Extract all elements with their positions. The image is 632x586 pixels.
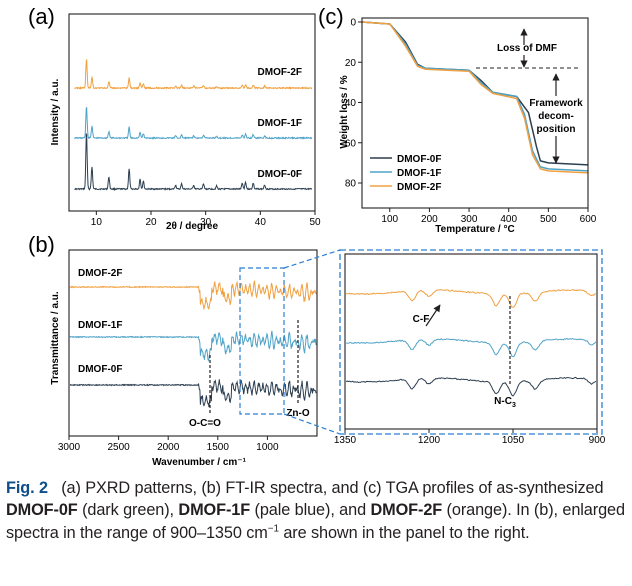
panel-c-ylabel: Weight loss / % (339, 75, 350, 148)
pxrd-x-tick-label: 20 (145, 217, 157, 228)
caption-fig-label: Fig. 2 (6, 479, 48, 497)
panel-a: (a) Intensity / a.u. 2θ / degree 10 20 30 4… (28, 4, 321, 232)
tga-line-dmof-0f (361, 21, 589, 166)
panel-b-axes-frame (68, 249, 318, 437)
ftir-x-tick-label: 1000 (256, 442, 279, 453)
panel-a-series (74, 58, 313, 191)
panel-b-zoom-connector-bottom (283, 413, 341, 435)
panel-c-axes-frame (361, 17, 589, 209)
ftir-line-dmof-1f (69, 330, 317, 362)
legend-label-dmof-2f: DMOF-2F (397, 182, 441, 193)
inset-x-tick-label: 1350 (334, 435, 357, 446)
ftir-line-dmof-2f (69, 280, 317, 311)
panel-c: (c) Weight loss / % Temperature / °C 100… (318, 4, 597, 235)
tga-y-tick-label: 20 (345, 58, 357, 69)
pxrd-x-tick-label: 30 (200, 217, 212, 228)
panel-b-label: (b) (28, 232, 55, 257)
panel-b-label-dmof-1f: DMOF-1F (78, 320, 122, 331)
inset-x-tick-label: 900 (589, 435, 606, 446)
caption-sup: −1 (267, 523, 279, 535)
legend-label-dmof-0f: DMOF-0F (397, 154, 441, 165)
tga-y-tick-label: 80 (345, 179, 357, 190)
figure: (a) Intensity / a.u. 2θ / degree 10 20 30 4… (28, 4, 606, 468)
panel-c-loss-dmf: Loss of DMF (497, 43, 557, 54)
ftir-x-tick-label: 2500 (107, 442, 130, 453)
panel-b-xlabel: Wavenumber / cm⁻¹ (152, 457, 246, 468)
inset-line-dmof-0f (345, 376, 597, 397)
tga-line-dmof-2f (361, 21, 589, 174)
legend-label-dmof-1f: DMOF-1F (397, 168, 441, 179)
panel-b: (b) Transmittance / a.u. Wavenumber / cm… (28, 232, 606, 468)
figure-caption: Fig. 2 (a) PXRD patterns, (b) FT-IR spec… (6, 477, 628, 544)
panel-c-xlabel: Temperature / °C (435, 224, 514, 235)
panel-b-label-cf: C-F (413, 314, 430, 325)
panel-b-series (69, 280, 317, 408)
panel-a-xlabel: 2θ / degree (166, 221, 219, 232)
tga-x-tick-label: 300 (461, 214, 478, 225)
caption-name-dmof-0f: DMOF-0F (6, 501, 78, 520)
caption-text-5: are shown in the panel to the right. (278, 523, 530, 542)
tga-y-tick-label: 0 (350, 18, 356, 29)
ftir-x-tick-label: 1500 (207, 442, 230, 453)
tga-line-dmof-1f (361, 21, 589, 172)
inset-line-dmof-1f (346, 337, 597, 358)
panel-a-label: (a) (28, 4, 55, 29)
tga-y-tick-label: 40 (345, 98, 357, 109)
panel-b-label-ocdo: O-C=O (189, 418, 221, 429)
caption-name-dmof-1f: DMOF-1F (178, 501, 251, 520)
tga-x-tick-label: 500 (540, 214, 557, 225)
pxrd-x-tick-label: 40 (255, 217, 267, 228)
tga-y-tick-label: 60 (345, 138, 357, 149)
inset-x-tick-label: 1050 (502, 435, 525, 446)
panel-a-axes-frame (68, 13, 316, 212)
panel-c-legend: DMOF-0F DMOF-1F DMOF-2F (370, 154, 441, 193)
pxrd-x-tick-label: 10 (91, 217, 103, 228)
tga-x-tick-label: 400 (500, 214, 517, 225)
ftir-line-dmof-0f (69, 379, 317, 408)
panel-b-inset-series (345, 289, 597, 397)
pxrd-x-tick-label: 50 (309, 217, 321, 228)
pxrd-line-dmof-1f (74, 107, 313, 140)
panel-c-framework-line1: Framework (529, 98, 583, 109)
panel-a-ylabel: Intensity / a.u. (50, 78, 61, 145)
ftir-x-tick-label: 2000 (157, 442, 180, 453)
panel-a-label-dmof-2f: DMOF-2F (258, 67, 302, 78)
panel-b-x-ticks: 3000 2500 2000 1500 1000 (58, 436, 279, 453)
panel-c-label: (c) (318, 4, 344, 29)
caption-text-3: (pale blue), and (250, 501, 371, 520)
caption-name-dmof-2f: DMOF-2F (370, 501, 443, 520)
panel-b-inset-outer (339, 249, 603, 435)
panel-c-framework-line3: position (537, 124, 576, 135)
pxrd-line-dmof-2f (74, 58, 313, 90)
panel-a-label-dmof-1f: DMOF-1F (258, 118, 302, 129)
caption-text-2: (dark green), (77, 501, 179, 520)
panel-a-label-dmof-0f: DMOF-0F (258, 169, 302, 180)
inset-x-tick-label: 1200 (418, 435, 441, 446)
panel-b-label-dmof-2f: DMOF-2F (78, 268, 122, 279)
panel-a-x-ticks: 10 20 30 40 50 (91, 211, 321, 228)
inset-line-dmof-2f (345, 289, 597, 308)
panel-b-ylabel: Transmittance / a.u. (50, 291, 61, 385)
panel-b-inset-cf-arrow (425, 304, 441, 327)
tga-x-tick-label: 100 (381, 214, 398, 225)
nc3-sub: 3 (512, 402, 516, 409)
panel-b-zoom-connector-top (283, 249, 341, 269)
caption-text-4: (orange). In (b), enlarged spectra in th… (6, 501, 625, 542)
ftir-x-tick-label: 3000 (58, 442, 81, 453)
panel-b-zoom-region (239, 267, 285, 415)
panel-b-label-zno: Zn-O (286, 408, 310, 419)
panel-c-series (361, 21, 589, 174)
panel-c-framework-line2: decom- (538, 111, 574, 122)
panel-b-inset-frame (344, 253, 598, 430)
nc3-base: N-C (494, 396, 512, 407)
caption-text-1: (a) PXRD patterns, (b) FT-IR spectra, an… (61, 479, 604, 497)
panel-b-inset-x-ticks: 1350 1200 1050 900 (334, 429, 606, 446)
tga-x-tick-label: 600 (580, 214, 597, 225)
panel-b-label-dmof-0f: DMOF-0F (78, 364, 122, 375)
panel-b-label-nc3: N-C3 (494, 396, 516, 409)
pxrd-line-dmof-0f (74, 132, 312, 191)
tga-x-tick-label: 200 (421, 214, 438, 225)
panel-c-ticks: 100 200 300 400 500 600 0 20 40 60 80 (345, 18, 597, 226)
